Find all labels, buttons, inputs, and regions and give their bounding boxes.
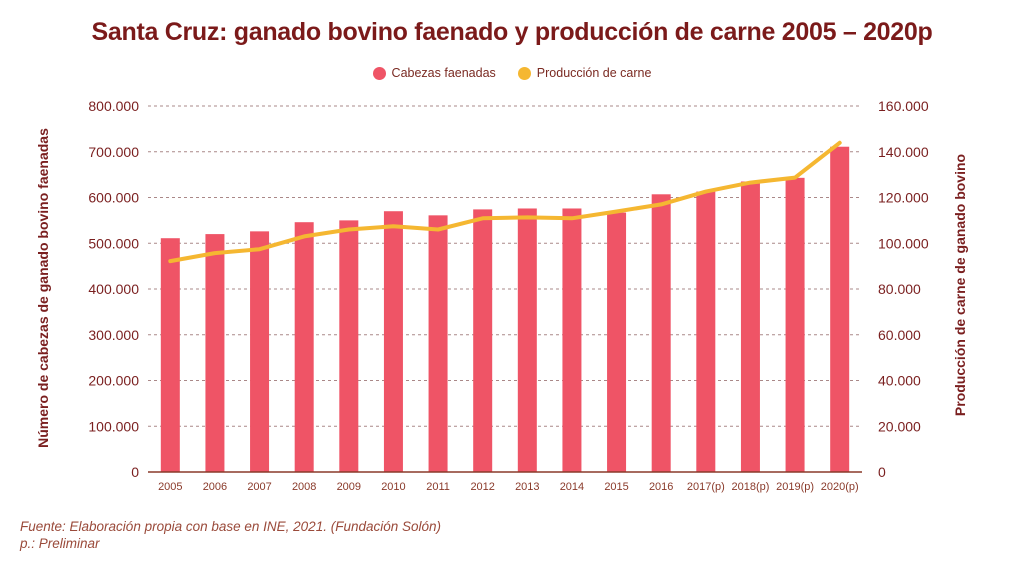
y-tick-left: 800.000 xyxy=(88,98,139,114)
y-tick-left: 700.000 xyxy=(88,144,139,160)
y-tick-right: 100.000 xyxy=(878,235,929,251)
y-axis-left-title: Número de cabezas de ganado bovino faena… xyxy=(35,128,51,448)
bar-2012[interactable] xyxy=(473,209,493,472)
y-tick-right: 80.000 xyxy=(878,281,921,297)
legend-item-cabezas[interactable]: Cabezas faenadas xyxy=(372,66,496,80)
legend-label: Cabezas faenadas xyxy=(391,66,496,80)
x-tick: 2016 xyxy=(649,481,673,493)
y-tick-left: 400.000 xyxy=(88,281,139,297)
chart-title: Santa Cruz: ganado bovino faenado y prod… xyxy=(91,18,933,46)
bar-2007[interactable] xyxy=(250,231,270,472)
bar-2013[interactable] xyxy=(517,208,537,473)
y-tick-left: 600.000 xyxy=(88,190,139,206)
y-axis-right-ticks: 0 20.000 40.000 60.000 80.000 100.000 120.000 1… xyxy=(878,98,929,480)
x-tick: 2017(p) xyxy=(687,481,725,493)
y-tick-right: 40.000 xyxy=(878,373,921,389)
legend-item-produccion[interactable]: Producción de carne xyxy=(517,66,652,80)
y-tick-right: 0 xyxy=(878,464,886,480)
x-tick: 2018(p) xyxy=(731,481,769,493)
legend-marker-line xyxy=(517,66,531,80)
y-tick-left: 100.000 xyxy=(88,418,139,434)
y-tick-right: 60.000 xyxy=(878,327,921,343)
bar-2006[interactable] xyxy=(205,234,225,472)
x-tick: 2006 xyxy=(203,481,227,493)
y-tick-left: 300.000 xyxy=(88,327,139,343)
y-tick-left: 0 xyxy=(131,464,139,480)
bar-2008[interactable] xyxy=(294,222,314,472)
x-tick: 2012 xyxy=(470,481,494,493)
x-tick: 2014 xyxy=(560,481,584,493)
y-axis-left-ticks: 0 100.000 200.000 300.000 400.000 500.000 600.… xyxy=(88,98,139,480)
footnote: Fuente: Elaboración propia con base en I… xyxy=(20,518,441,552)
x-axis-ticks: 2005 2006 2007 2008 2009 2010 2011 2012 2013 2014… xyxy=(158,481,859,493)
y-tick-right: 160.000 xyxy=(878,98,929,114)
x-tick: 2013 xyxy=(515,481,539,493)
line-series-produccion xyxy=(168,140,842,264)
y-axis-right-title: Producción de carne de ganado bovino xyxy=(952,154,968,416)
x-tick: 2008 xyxy=(292,481,316,493)
x-tick: 2020(p) xyxy=(821,481,859,493)
x-tick: 2005 xyxy=(158,481,182,493)
x-tick: 2011 xyxy=(426,481,450,493)
y-tick-right: 140.000 xyxy=(878,144,929,160)
x-tick: 2015 xyxy=(604,481,628,493)
bar-2010[interactable] xyxy=(383,211,403,472)
bar-2014[interactable] xyxy=(562,208,582,473)
source-note: Fuente: Elaboración propia con base en I… xyxy=(20,519,442,534)
x-tick: 2019(p) xyxy=(776,481,814,493)
bar-2015[interactable] xyxy=(607,212,627,472)
x-tick: 2007 xyxy=(247,481,271,493)
y-tick-right: 20.000 xyxy=(878,418,921,434)
bar-2017(p)[interactable] xyxy=(696,191,716,473)
y-tick-left: 500.000 xyxy=(88,235,139,251)
legend-label: Producción de carne xyxy=(536,66,652,80)
bar-2020(p)[interactable] xyxy=(830,146,850,472)
bar-2011[interactable] xyxy=(428,215,448,472)
x-tick: 2009 xyxy=(337,481,361,493)
legend: Cabezas faenadas Producción de carne xyxy=(0,66,1024,80)
preliminary-note: p.: Preliminar xyxy=(20,536,100,551)
y-tick-left: 200.000 xyxy=(88,373,139,389)
bar-2016[interactable] xyxy=(651,194,671,473)
bar-2005[interactable] xyxy=(160,238,180,472)
bar-2019(p)[interactable] xyxy=(785,177,805,472)
bar-2018(p)[interactable] xyxy=(740,181,760,473)
x-tick: 2010 xyxy=(381,481,405,493)
legend-marker-bar xyxy=(372,66,386,80)
y-tick-right: 120.000 xyxy=(878,190,929,206)
bar-2009[interactable] xyxy=(339,220,359,472)
bar-series xyxy=(160,146,850,473)
